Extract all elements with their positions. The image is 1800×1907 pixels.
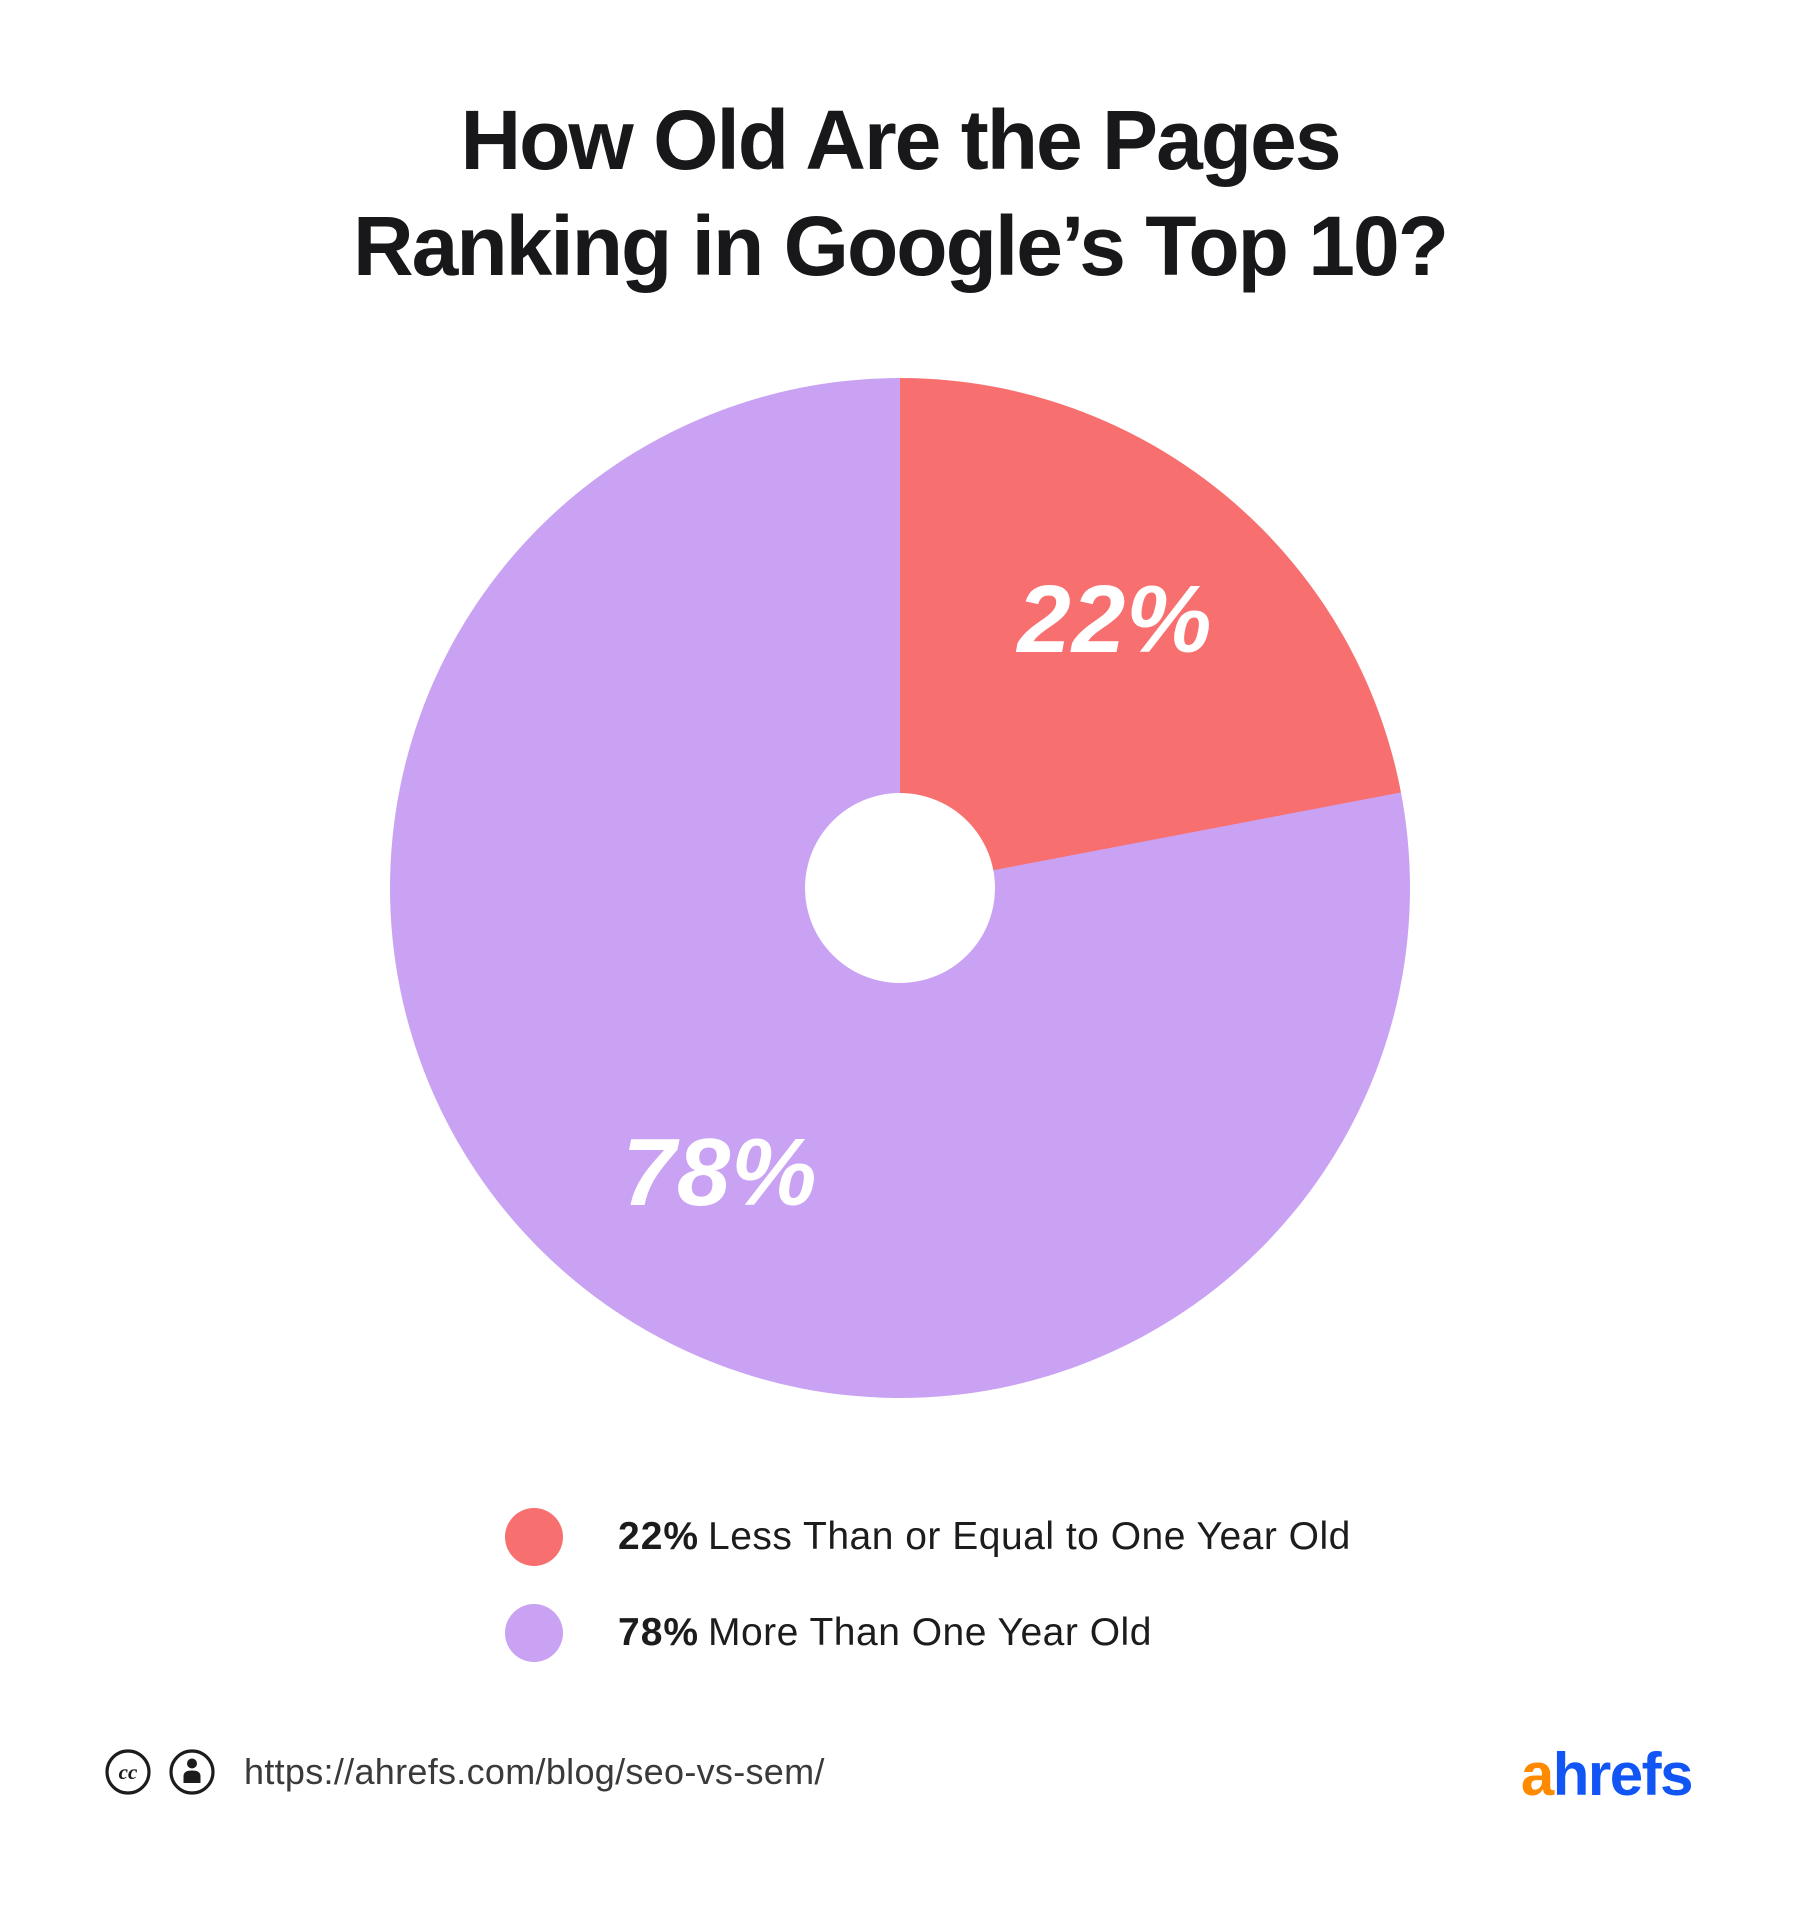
title-line-2: Ranking in Google’s Top 10? (352, 198, 1449, 293)
page-title: How Old Are the Pages Ranking in Google’… (0, 88, 1800, 300)
footer-attribution: cc https://ahrefs.com/blog/seo-vs-sem/ (104, 1748, 825, 1796)
donut-hole (805, 793, 995, 983)
ahrefs-logo-hrefs: hrefs (1552, 1741, 1694, 1808)
ahrefs-logo: ahrefs (1520, 1740, 1694, 1809)
legend-percent: 22% (618, 1515, 700, 1558)
legend-swatch-red (505, 1508, 563, 1566)
source-url[interactable]: https://ahrefs.com/blog/seo-vs-sem/ (244, 1751, 825, 1792)
ahrefs-logo-a: a (1520, 1741, 1554, 1808)
legend-label: Less Than or Equal to One Year Old (708, 1515, 1351, 1558)
title-line-1: How Old Are the Pages (460, 93, 1341, 187)
attribution-icon (169, 1749, 215, 1795)
legend-item-under-one-year: 22% Less Than or Equal to One Year Old (505, 1508, 1351, 1566)
legend-label: More Than One Year Old (708, 1611, 1152, 1654)
legend-item-over-one-year: 78% More Than One Year Old (505, 1604, 1351, 1662)
slice-label-under-one-year: 22% (1017, 566, 1213, 673)
pie-chart-area: 22% 78% (390, 378, 1410, 1398)
legend-swatch-purple (505, 1604, 563, 1662)
legend-percent: 78% (618, 1611, 700, 1654)
svg-text:cc: cc (119, 1760, 138, 1784)
creative-commons-icon: cc (105, 1749, 151, 1795)
legend: 22% Less Than or Equal to One Year Old 7… (505, 1508, 1351, 1700)
slice-label-over-one-year: 78% (622, 1119, 818, 1226)
